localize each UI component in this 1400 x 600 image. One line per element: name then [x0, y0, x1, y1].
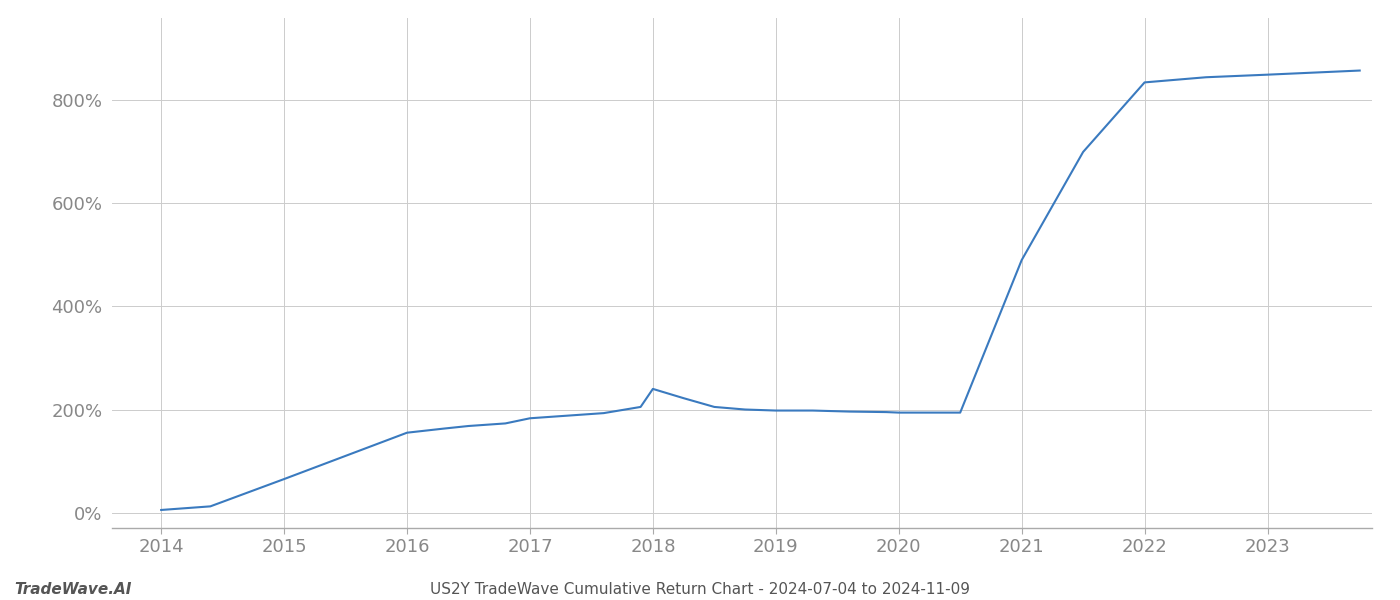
Text: TradeWave.AI: TradeWave.AI: [14, 582, 132, 597]
Text: US2Y TradeWave Cumulative Return Chart - 2024-07-04 to 2024-11-09: US2Y TradeWave Cumulative Return Chart -…: [430, 582, 970, 597]
